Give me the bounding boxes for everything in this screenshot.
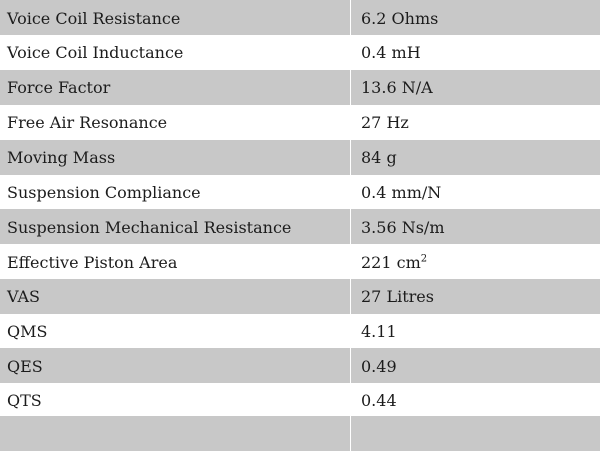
spec-value: 84 g bbox=[361, 148, 397, 167]
spec-label: Free Air Resonance bbox=[7, 113, 168, 132]
spec-label: Effective Piston Area bbox=[7, 253, 178, 272]
table-row: QES 0.49 bbox=[0, 348, 600, 383]
spec-label: QTS bbox=[7, 391, 42, 410]
superscript-exponent: 2 bbox=[420, 253, 428, 265]
table-row: QTS 0.44 bbox=[0, 383, 600, 418]
table-footer-row bbox=[0, 416, 600, 451]
table-row: VAS 27 Litres bbox=[0, 279, 600, 314]
spec-value: 0.44 bbox=[361, 391, 397, 410]
table-row: QMS 4.11 bbox=[0, 314, 600, 349]
table-row: Force Factor 13.6 N/A bbox=[0, 70, 600, 105]
table-row: Moving Mass 84 g bbox=[0, 140, 600, 175]
spec-label: Force Factor bbox=[7, 78, 111, 97]
spec-label: Suspension Compliance bbox=[7, 183, 201, 202]
spec-label: VAS bbox=[7, 287, 40, 306]
table-row: Voice Coil Inductance 0.4 mH bbox=[0, 35, 600, 70]
spec-label: Moving Mass bbox=[7, 148, 116, 167]
spec-label: Suspension Mechanical Resistance bbox=[7, 218, 292, 237]
spec-value: 27 Hz bbox=[361, 113, 409, 132]
spec-value: 27 Litres bbox=[361, 287, 434, 306]
spec-value: 6.2 Ohms bbox=[361, 9, 439, 28]
table-row: Voice Coil Resistance 6.2 Ohms bbox=[0, 0, 600, 35]
spec-value: 0.4 mH bbox=[361, 43, 421, 62]
column-divider bbox=[350, 0, 351, 451]
table-row: Suspension Mechanical Resistance 3.56 Ns… bbox=[0, 209, 600, 244]
spec-label: QMS bbox=[7, 322, 48, 341]
spec-label: Voice Coil Resistance bbox=[7, 9, 181, 28]
table-row: Suspension Compliance 0.4 mm/N bbox=[0, 175, 600, 210]
spec-value: 3.56 Ns/m bbox=[361, 218, 445, 237]
spec-value: 4.11 bbox=[361, 322, 397, 341]
table-row: Effective Piston Area 221 cm2 bbox=[0, 244, 600, 279]
spec-value: 13.6 N/A bbox=[361, 78, 433, 97]
table-row: Free Air Resonance 27 Hz bbox=[0, 105, 600, 140]
spec-value: 0.49 bbox=[361, 357, 397, 376]
spec-label: Voice Coil Inductance bbox=[7, 43, 184, 62]
spec-label: QES bbox=[7, 357, 43, 376]
spec-value: 0.4 mm/N bbox=[361, 183, 442, 202]
spec-value: 221 cm2 bbox=[361, 253, 428, 272]
